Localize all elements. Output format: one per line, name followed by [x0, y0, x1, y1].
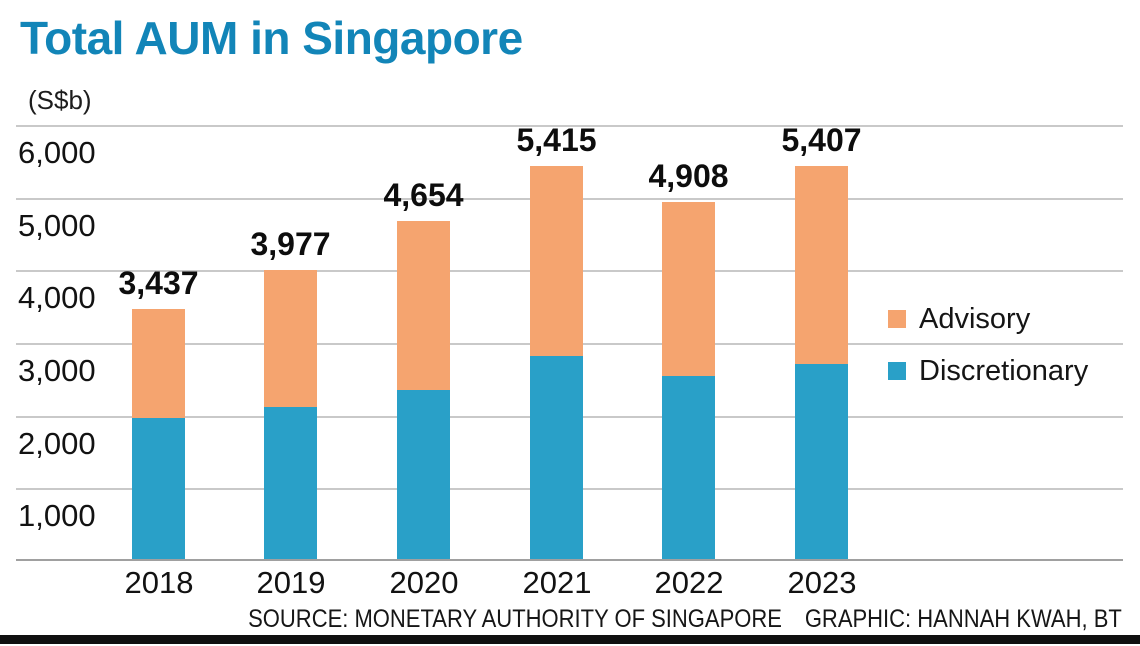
bar-segment-discretionary [397, 389, 450, 559]
legend: Advisory Discretionary [888, 302, 1088, 406]
bar-segment-advisory [530, 165, 583, 357]
x-tick-label: 2021 [522, 565, 592, 600]
bar-segment-discretionary [530, 356, 583, 559]
bar-segment-advisory [132, 309, 185, 418]
y-tick-label: 4,000 [18, 280, 96, 315]
legend-label: Discretionary [919, 354, 1089, 387]
bar-segment-advisory [662, 202, 715, 376]
legend-item-advisory: Advisory [888, 302, 1088, 337]
bar-total-label: 5,407 [781, 122, 862, 159]
bar-group-2019: 3,977 [250, 228, 331, 559]
discretionary-swatch-icon [888, 362, 906, 381]
x-tick-label: 2018 [124, 565, 194, 600]
x-tick-label: 2023 [787, 565, 857, 600]
x-tick-label: 2019 [256, 565, 326, 600]
legend-label: Advisory [919, 303, 1031, 335]
bar-group-2022: 4,908 [648, 160, 729, 559]
y-tick-label: 3,000 [18, 353, 96, 388]
plot-area: 6,000 5,000 4,000 3,000 2,000 1,000 3,43… [16, 124, 1123, 561]
y-tick-label: 2,000 [18, 426, 96, 461]
x-tick-label: 2020 [389, 565, 459, 600]
bar-group-2018: 3,437 [118, 267, 199, 559]
bar-segment-discretionary [132, 418, 185, 559]
graphic-credit-text: GRAPHIC: HANNAH KWAH, BT [805, 605, 1122, 633]
bar-segment-advisory [795, 166, 848, 365]
legend-item-discretionary: Discretionary [888, 354, 1088, 389]
bar-total-label: 4,654 [383, 176, 464, 213]
bar-segment-advisory [397, 220, 450, 390]
y-tick-label: 1,000 [18, 498, 96, 533]
x-axis: 2018 2019 2020 2021 2022 2023 [0, 567, 1140, 601]
gridline-6000 [16, 125, 1123, 127]
bar-group-2021: 5,415 [516, 124, 597, 559]
bar-total-label: 3,977 [250, 226, 331, 263]
bar-group-2023: 5,407 [781, 124, 862, 559]
x-axis-baseline [16, 559, 1123, 561]
axis-unit-label: (S$b) [28, 85, 92, 115]
advisory-swatch-icon [888, 310, 906, 329]
bar-group-2020: 4,654 [383, 179, 464, 559]
bar-segment-advisory [264, 270, 317, 408]
bar-segment-discretionary [795, 364, 848, 559]
page-title: Total AUM in Singapore [20, 12, 523, 64]
y-tick-label: 6,000 [18, 135, 96, 170]
bar-segment-discretionary [264, 407, 317, 559]
y-tick-label: 5,000 [18, 208, 96, 243]
bar-segment-discretionary [662, 375, 715, 559]
bar-total-label: 5,415 [516, 121, 597, 158]
x-tick-label: 2022 [654, 565, 724, 600]
bar-total-label: 4,908 [648, 158, 729, 195]
footer-rule [0, 635, 1140, 644]
source-text: SOURCE: MONETARY AUTHORITY OF SINGAPORE [248, 605, 783, 633]
bar-total-label: 3,437 [118, 265, 199, 302]
source-credit-line: SOURCE: MONETARY AUTHORITY OF SINGAPORE … [248, 607, 1122, 632]
